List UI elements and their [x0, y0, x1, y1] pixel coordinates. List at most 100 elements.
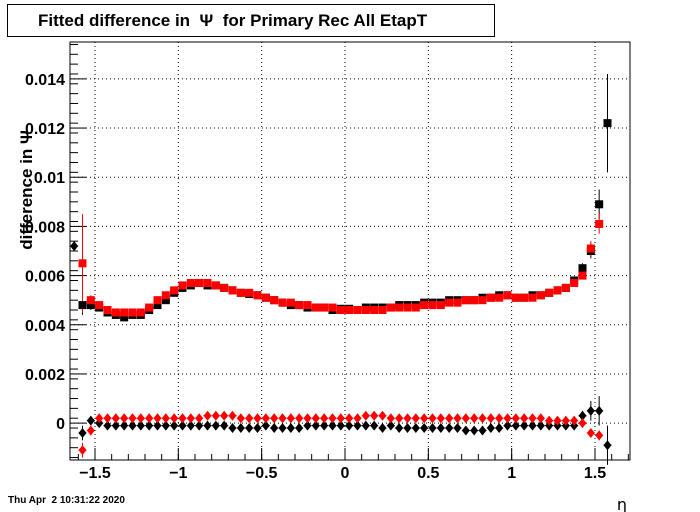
square-marker — [286, 298, 295, 307]
diamond-marker — [220, 420, 229, 431]
y-tick-label: 0.008 — [25, 219, 65, 236]
square-marker — [445, 298, 454, 307]
diamond-marker — [445, 413, 454, 424]
square-marker — [228, 286, 237, 295]
square-marker — [420, 301, 429, 310]
diamond-marker — [178, 420, 187, 431]
diamond-marker — [320, 413, 329, 424]
diamond-marker — [411, 423, 420, 434]
diamond-marker — [278, 423, 287, 434]
x-tick-label: 1 — [507, 465, 516, 482]
diamond-marker — [595, 430, 604, 441]
square-marker — [170, 286, 179, 295]
diamond-marker — [186, 413, 195, 424]
diamond-marker — [528, 420, 537, 431]
square-marker — [86, 296, 95, 305]
diamond-marker — [261, 420, 270, 431]
diamond-marker — [370, 420, 379, 431]
diamond-marker — [595, 405, 604, 416]
diamond-marker — [186, 420, 195, 431]
diamond-marker — [578, 418, 587, 429]
diamond-marker — [128, 413, 137, 424]
diamond-marker — [345, 420, 354, 431]
diamond-marker — [170, 420, 179, 431]
diamond-marker — [78, 427, 87, 438]
diamond-marker — [245, 423, 254, 434]
square-marker — [236, 288, 245, 297]
diamond-marker — [253, 413, 262, 424]
square-marker — [470, 296, 479, 305]
square-marker — [78, 301, 87, 310]
y-tick-label: 0.012 — [25, 121, 65, 138]
square-marker — [120, 308, 129, 317]
diamond-marker — [195, 420, 204, 431]
diamond-marker — [270, 413, 279, 424]
y-tick-label: 0.004 — [25, 318, 65, 335]
tick-labels: −1.5 −1 −0.5 0 0.5 1 1.5 0 0.002 0.004 0.006 0.008 0… — [25, 72, 606, 482]
diamond-marker — [270, 423, 279, 434]
square-marker — [520, 293, 529, 302]
square-marker — [578, 271, 587, 280]
diamond-marker — [603, 440, 612, 451]
diamond-marker — [311, 420, 320, 431]
diamond-marker — [545, 415, 554, 426]
diamond-marker — [303, 413, 312, 424]
y-tick-label: 0.006 — [25, 269, 65, 286]
square-marker — [511, 293, 520, 302]
diamond-marker — [311, 413, 320, 424]
square-marker — [411, 303, 420, 312]
diamond-marker — [536, 413, 545, 424]
diamond-marker — [86, 425, 95, 436]
square-marker — [428, 301, 437, 310]
square-marker — [203, 278, 212, 287]
diamond-marker — [403, 413, 412, 424]
diamond-marker — [453, 423, 462, 434]
diamond-marker — [161, 420, 170, 431]
square-marker — [595, 219, 604, 228]
square-marker — [86, 301, 95, 310]
diamond-marker — [136, 420, 145, 431]
x-axis-label: η — [617, 495, 627, 512]
square-marker — [578, 264, 587, 273]
x-tick-label: 0.5 — [417, 465, 439, 482]
diamond-marker — [578, 410, 587, 421]
square-marker — [395, 303, 404, 312]
diamond-marker — [153, 420, 162, 431]
diamond-marker — [170, 413, 179, 424]
square-marker — [278, 298, 287, 307]
diamond-marker — [278, 413, 287, 424]
square-marker — [103, 306, 112, 315]
diamond-marker — [461, 413, 470, 424]
plot-frame — [69, 41, 631, 461]
diamond-marker — [303, 420, 312, 431]
diamond-marker — [253, 423, 262, 434]
square-marker — [361, 306, 370, 315]
diamond-marker — [345, 413, 354, 424]
diamond-marker — [328, 413, 337, 424]
square-marker — [78, 259, 87, 268]
diamond-marker — [520, 420, 529, 431]
x-tick-label: −1.5 — [79, 465, 111, 482]
diamond-marker — [378, 423, 387, 434]
square-marker — [253, 291, 262, 300]
diamond-marker — [120, 420, 129, 431]
y-tick-label: 0 — [56, 416, 65, 433]
x-tick-label: −0.5 — [246, 465, 278, 482]
y-tick-label: 0.002 — [25, 367, 65, 384]
diamond-marker — [78, 445, 87, 456]
diamond-marker — [495, 423, 504, 434]
diamond-marker — [145, 420, 154, 431]
diamond-marker — [286, 423, 295, 434]
diamond-marker — [286, 413, 295, 424]
diamond-marker — [136, 413, 145, 424]
diamond-marker — [245, 413, 254, 424]
square-marker — [311, 303, 320, 312]
diamond-marker — [261, 413, 270, 424]
square-marker — [328, 303, 337, 312]
diamond-marker — [495, 413, 504, 424]
diamond-marker — [478, 425, 487, 436]
diamond-marker — [511, 420, 520, 431]
diamond-marker — [511, 413, 520, 424]
square-marker — [561, 283, 570, 292]
diamond-marker — [295, 413, 304, 424]
